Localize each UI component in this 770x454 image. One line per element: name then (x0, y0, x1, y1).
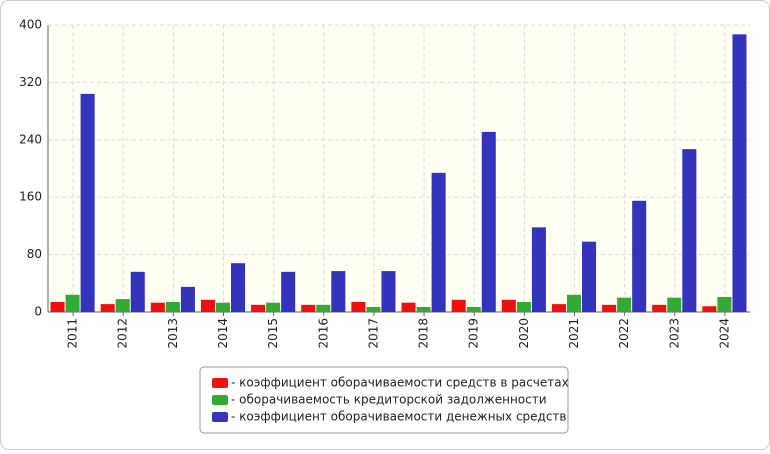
bar (501, 299, 516, 312)
y-tick-label: 160 (19, 190, 42, 204)
bar (215, 302, 231, 312)
x-tick-label: 2017 (366, 318, 380, 349)
x-tick-label: 2011 (66, 318, 80, 349)
bar (351, 301, 366, 312)
legend-swatch (212, 395, 228, 405)
legend-label: - коэффициент оборачиваемости средств в … (231, 376, 569, 390)
bar (316, 304, 331, 312)
x-tick-label: 2019 (467, 318, 481, 349)
legend (199, 366, 569, 434)
y-tick-label: 400 (19, 18, 42, 32)
y-tick-label: 320 (19, 75, 42, 89)
bar (150, 302, 165, 312)
x-tick-label: 2012 (116, 318, 130, 349)
bar (50, 301, 65, 312)
x-tick-label: 2013 (166, 318, 180, 349)
bar (381, 271, 396, 312)
legend-label: - коэффициент оборачиваемости денежных с… (231, 410, 567, 424)
bar (165, 301, 180, 312)
bar (667, 297, 682, 312)
bar (200, 299, 215, 312)
bar (602, 304, 617, 312)
bar (566, 294, 582, 312)
bar (331, 271, 346, 312)
bar (301, 304, 316, 312)
x-tick-label: 2015 (266, 318, 280, 349)
bar (481, 131, 496, 312)
bar (65, 294, 80, 312)
bar (516, 301, 531, 312)
y-tick-label: 80 (27, 247, 42, 261)
bar (231, 263, 246, 312)
x-tick-label: 2023 (667, 318, 681, 349)
bar (531, 227, 546, 312)
bar (251, 304, 266, 312)
bar (100, 304, 115, 312)
legend-swatch (212, 378, 228, 388)
x-tick-label: 2020 (517, 318, 531, 349)
bar (281, 271, 296, 312)
bar (582, 241, 597, 312)
bar (682, 149, 697, 312)
bar (551, 304, 566, 312)
legend-label: - оборачиваемость кредиторской задолженн… (231, 393, 547, 407)
y-tick-label: 0 (34, 305, 42, 319)
bar (652, 304, 667, 312)
bar (451, 299, 466, 312)
bar (617, 297, 632, 312)
x-tick-label: 2024 (717, 318, 731, 349)
bar (115, 299, 130, 312)
y-tick-label: 240 (19, 132, 42, 146)
bar (80, 93, 95, 312)
bar (632, 200, 647, 312)
bar (401, 302, 416, 312)
legend-swatch (212, 412, 228, 422)
bar (130, 271, 145, 312)
bar (717, 296, 732, 312)
x-tick-label: 2022 (617, 318, 631, 349)
bar (366, 306, 381, 312)
x-tick-label: 2016 (316, 318, 330, 349)
bar (702, 306, 717, 312)
bar (466, 306, 481, 312)
bar (431, 172, 446, 312)
x-tick-label: 2021 (567, 318, 581, 349)
bar (732, 34, 747, 312)
bar (266, 302, 281, 312)
bar (180, 286, 195, 312)
bar (416, 306, 431, 312)
x-tick-label: 2014 (216, 318, 230, 349)
x-tick-label: 2018 (417, 318, 431, 349)
